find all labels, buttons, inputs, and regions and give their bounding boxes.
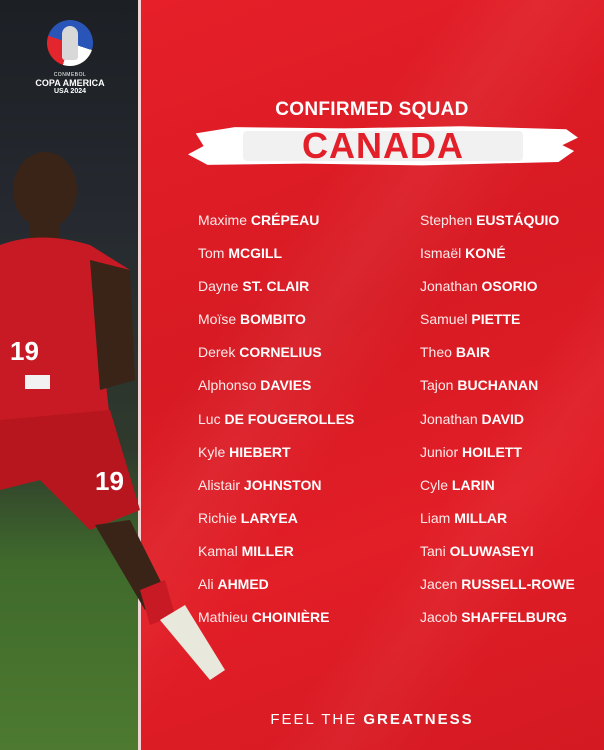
player-last-name: CRÉPEAU — [250, 212, 320, 228]
player-row: Ismaël KONÉ — [420, 244, 575, 277]
player-last-name: SHAFFELBURG — [461, 609, 568, 626]
panel-divider — [138, 0, 141, 750]
player-last-name: DAVIES — [260, 377, 312, 394]
player-row: Cyle LARIN — [420, 476, 575, 509]
shirt-number: 19 — [10, 336, 39, 366]
banner-shade — [243, 131, 523, 161]
player-first-name: Dayne — [198, 278, 239, 295]
player-last-name: PIETTE — [471, 311, 521, 328]
player-first-name: Kamal — [198, 542, 238, 559]
player-first-name: Tom — [198, 245, 225, 262]
player-figure: 19 19 — [0, 152, 225, 680]
player-last-name: OLUWASEYI — [449, 542, 534, 559]
player-first-name: Jacob — [420, 609, 458, 626]
trophy-emblem-icon — [47, 20, 93, 66]
page-title: CONFIRMED SQUAD — [275, 99, 469, 120]
player-first-name: Derek — [198, 344, 236, 361]
player-last-name: EUSTÁQUIO — [476, 212, 560, 228]
player-row: Liam MILLAR — [420, 509, 575, 542]
player-row: Jacen RUSSELL-ROWE — [420, 575, 575, 608]
logo-org: CONMEBOL — [53, 72, 87, 78]
player-row: Tajon BUCHANAN — [420, 376, 575, 409]
player-last-name: BUCHANAN — [457, 377, 539, 394]
player-first-name: Liam — [420, 509, 451, 526]
player-first-name: Jacen — [420, 576, 458, 593]
player-row: Ali AHMED — [198, 575, 354, 608]
logo-name: COPA AMERICA — [35, 78, 105, 88]
player-last-name: HIEBERT — [229, 443, 291, 460]
player-last-name: JOHNSTON — [243, 476, 322, 493]
player-first-name: Ismaël — [420, 245, 462, 262]
player-last-name: CHOINIÈRE — [251, 609, 330, 626]
player-last-name: CORNELIUS — [239, 344, 322, 361]
player-row: Junior HOILETT — [420, 443, 575, 476]
player-row: Jonathan OSORIO — [420, 277, 575, 310]
squad-list-right: Stephen EUSTÁQUIO Ismaël KONÉ Jonathan OSO… — [420, 211, 575, 641]
player-last-name: OSORIO — [481, 278, 538, 295]
player-first-name: Junior — [420, 443, 459, 460]
player-row: Stephen EUSTÁQUIO — [420, 211, 575, 244]
player-row: Jonathan DAVID — [420, 410, 575, 443]
player-first-name: Jonathan — [420, 278, 478, 295]
player-row: Samuel PIETTE — [420, 310, 575, 343]
player-row: Maxime CRÉPEAU — [198, 211, 354, 244]
player-first-name: Ali — [198, 576, 214, 593]
player-row: Luc DE FOUGEROLLES — [198, 410, 354, 443]
logo-edition: USA 2024 — [53, 88, 87, 95]
player-row: Kyle HIEBERT — [198, 443, 354, 476]
footer-slogan: FEEL THE GREATNESS — [140, 711, 604, 728]
player-last-name: KONÉ — [465, 245, 506, 262]
player-last-name: RUSSELL-ROWE — [461, 576, 575, 593]
slogan-lead: FEEL THE — [270, 711, 358, 728]
squad-list-left: Maxime CRÉPEAU Tom MCGILL Dayne ST. CLAIR M… — [198, 211, 354, 641]
player-first-name: Cyle — [420, 476, 449, 493]
player-first-name: Stephen — [420, 212, 473, 228]
player-first-name: Richie — [198, 509, 237, 526]
player-first-name: Tani — [420, 542, 446, 559]
player-row: Mathieu CHOINIÈRE — [198, 608, 354, 641]
player-first-name: Theo — [420, 344, 452, 361]
player-last-name: DE FOUGEROLLES — [224, 410, 355, 427]
player-last-name: BAIR — [455, 344, 491, 361]
player-last-name: MCGILL — [228, 245, 282, 262]
player-row: Kamal MILLER — [198, 542, 354, 575]
player-last-name: MILLER — [241, 542, 294, 559]
slogan-emphasis: GREATNESS — [363, 711, 474, 728]
player-row: Tani OLUWASEYI — [420, 542, 575, 575]
player-first-name: Maxime — [198, 212, 248, 228]
player-last-name: HOILETT — [462, 443, 522, 460]
player-row: Alistair JOHNSTON — [198, 476, 354, 509]
player-row: Dayne ST. CLAIR — [198, 277, 354, 310]
player-last-name: LARIN — [451, 476, 495, 493]
player-last-name: LARYEA — [240, 509, 298, 526]
brush-stroke-banner — [188, 126, 578, 166]
player-last-name: BOMBITO — [240, 311, 306, 328]
player-first-name: Samuel — [420, 311, 468, 328]
player-last-name: ST. CLAIR — [242, 278, 310, 295]
player-first-name: Tajon — [420, 377, 454, 394]
shorts-number: 19 — [95, 466, 124, 496]
player-last-name: AHMED — [217, 576, 269, 593]
player-row: Derek CORNELIUS — [198, 343, 354, 376]
player-row: Theo BAIR — [420, 343, 575, 376]
player-first-name: Mathieu — [198, 609, 248, 626]
player-last-name: MILLAR — [454, 509, 508, 526]
player-first-name: Moïse — [198, 311, 237, 328]
country-name: CANADA — [302, 125, 464, 166]
player-row: Tom MCGILL — [198, 244, 354, 277]
player-first-name: Jonathan — [420, 410, 478, 427]
player-first-name: Alphonso — [198, 377, 257, 394]
player-first-name: Kyle — [198, 443, 226, 460]
player-row: Richie LARYEA — [198, 509, 354, 542]
player-row: Moïse BOMBITO — [198, 310, 354, 343]
copa-america-logo: CONMEBOL COPA AMERICA USA 2024 — [20, 20, 120, 95]
player-row: Jacob SHAFFELBURG — [420, 608, 575, 641]
player-first-name: Luc — [198, 410, 221, 427]
player-first-name: Alistair — [198, 476, 241, 493]
player-row: Alphonso DAVIES — [198, 376, 354, 409]
player-last-name: DAVID — [481, 410, 525, 427]
